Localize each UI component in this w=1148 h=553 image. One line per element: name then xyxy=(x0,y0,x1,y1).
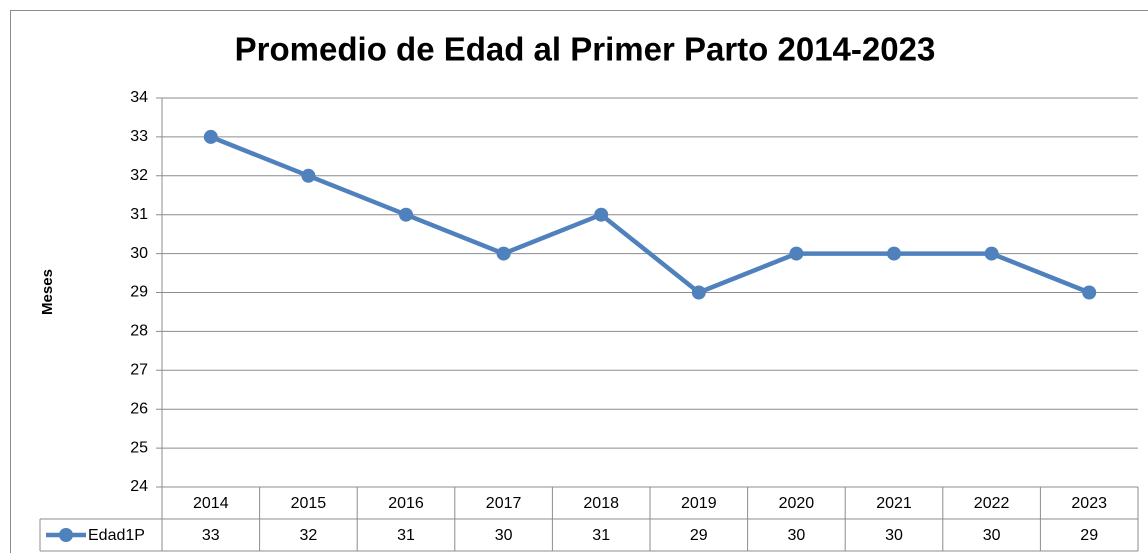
x-tick-label: 2019 xyxy=(681,495,717,512)
x-tick-label: 2018 xyxy=(583,495,619,512)
point-marker xyxy=(1082,285,1097,300)
point-marker xyxy=(301,168,316,183)
x-tick-label: 2014 xyxy=(193,495,229,512)
point-marker xyxy=(887,246,901,261)
point-marker xyxy=(496,246,511,261)
table-value: 30 xyxy=(885,527,903,544)
y-tick-label: 24 xyxy=(130,478,148,495)
point-marker xyxy=(203,129,218,144)
series-line xyxy=(209,134,1091,295)
x-tick-label: 2021 xyxy=(876,495,912,512)
x-tick-label: 2020 xyxy=(779,495,815,512)
table-value: 30 xyxy=(495,527,513,544)
chart-title: Promedio de Edad al Primer Parto 2014-20… xyxy=(235,31,936,68)
y-tick-label: 33 xyxy=(130,128,148,145)
table-value: 30 xyxy=(983,527,1001,544)
y-tick-label: 30 xyxy=(130,245,148,262)
legend-key xyxy=(59,528,73,542)
x-tick-label: 2022 xyxy=(974,495,1010,512)
y-tick-label: 29 xyxy=(130,284,148,301)
x-tick-label: 2017 xyxy=(486,495,522,512)
table-value: 31 xyxy=(397,527,415,544)
point-marker xyxy=(984,246,999,261)
y-tick-label: 26 xyxy=(130,400,148,417)
table-value: 29 xyxy=(1080,527,1098,544)
table-value: 32 xyxy=(300,527,318,544)
y-tick-label: 34 xyxy=(130,89,148,106)
point-marker xyxy=(691,285,706,300)
y-tick-label: 25 xyxy=(130,439,148,456)
y-tick-label: 32 xyxy=(130,167,148,184)
table-value: 33 xyxy=(202,527,220,544)
table-value: 29 xyxy=(690,527,708,544)
y-tick-label: 31 xyxy=(130,206,148,223)
y-tick-label: 28 xyxy=(130,323,148,340)
point-marker xyxy=(594,207,609,222)
y-axis-label: Meses xyxy=(39,269,56,315)
x-tick-label: 2016 xyxy=(388,495,424,512)
point-marker xyxy=(399,207,413,222)
y-tick-label: 27 xyxy=(130,362,148,379)
legend-label: Edad1P xyxy=(88,527,145,544)
point-marker xyxy=(789,246,804,261)
x-tick-label: 2023 xyxy=(1071,495,1107,512)
table-value: 31 xyxy=(592,527,610,544)
x-tick-label: 2015 xyxy=(291,495,327,512)
chart-border xyxy=(10,10,1148,553)
table-value: 30 xyxy=(788,527,806,544)
